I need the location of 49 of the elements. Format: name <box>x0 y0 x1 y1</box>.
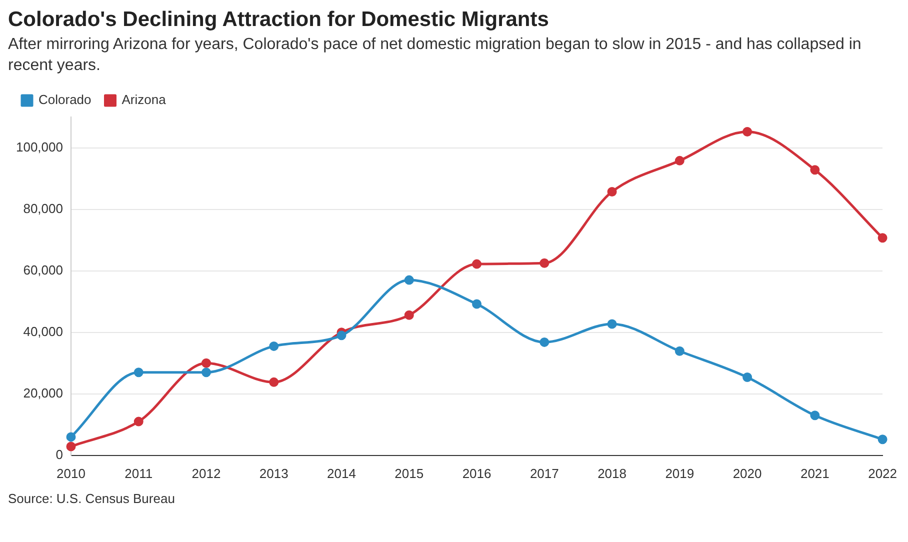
point <box>269 377 279 387</box>
x-tick-label: 2019 <box>665 466 694 481</box>
x-tick-label: 2015 <box>394 466 424 481</box>
x-tick-label: 2022 <box>868 466 897 481</box>
point <box>878 434 888 444</box>
point <box>540 258 550 268</box>
y-tick-label: 40,000 <box>23 324 63 339</box>
point <box>810 165 820 175</box>
point <box>674 346 684 356</box>
point <box>472 259 482 269</box>
chart-subtitle: After mirroring Arizona for years, Colorado's pace of net domestic migration began to slow in 2015 - and has collapsed in recent years. <box>8 35 862 76</box>
point <box>404 275 414 285</box>
x-tick-label: 2020 <box>732 466 762 481</box>
point <box>66 442 76 452</box>
point <box>742 372 752 382</box>
x-tick-label: 2011 <box>124 466 153 481</box>
y-tick-label: 100,000 <box>16 139 63 154</box>
x-tick-label: 2014 <box>327 466 356 481</box>
point <box>134 416 144 426</box>
x-tick-label: 2021 <box>800 466 830 481</box>
point <box>607 187 617 197</box>
point <box>269 341 279 351</box>
y-tick-label: 0 <box>56 446 63 462</box>
point <box>607 319 617 329</box>
chart-title: Colorado's Declining Attraction for Domestic Migrants <box>8 8 550 32</box>
y-tick-label: 80,000 <box>23 200 63 216</box>
x-tick-label: 2016 <box>462 466 492 481</box>
legend-label: Colorado <box>38 92 92 108</box>
point <box>540 337 550 347</box>
x-tick-label: 2010 <box>56 466 86 481</box>
y-tick-label: 20,000 <box>23 385 63 400</box>
x-tick-label: 2017 <box>530 466 559 481</box>
point <box>742 127 752 137</box>
x-tick-label: 2012 <box>192 466 221 481</box>
point <box>404 310 414 320</box>
point <box>810 410 820 420</box>
x-tick-label: 2013 <box>259 466 288 481</box>
point <box>66 432 76 442</box>
legend-label: Arizona <box>122 92 167 108</box>
point <box>878 233 888 243</box>
source-note: Source: U.S. Census Bureau <box>8 491 176 506</box>
point <box>202 368 211 378</box>
point <box>472 299 482 309</box>
point <box>336 330 346 340</box>
x-tick-label: 2018 <box>598 466 626 481</box>
point <box>134 368 144 378</box>
point <box>674 156 684 166</box>
point <box>202 358 211 368</box>
y-tick-label: 60,000 <box>23 262 63 278</box>
